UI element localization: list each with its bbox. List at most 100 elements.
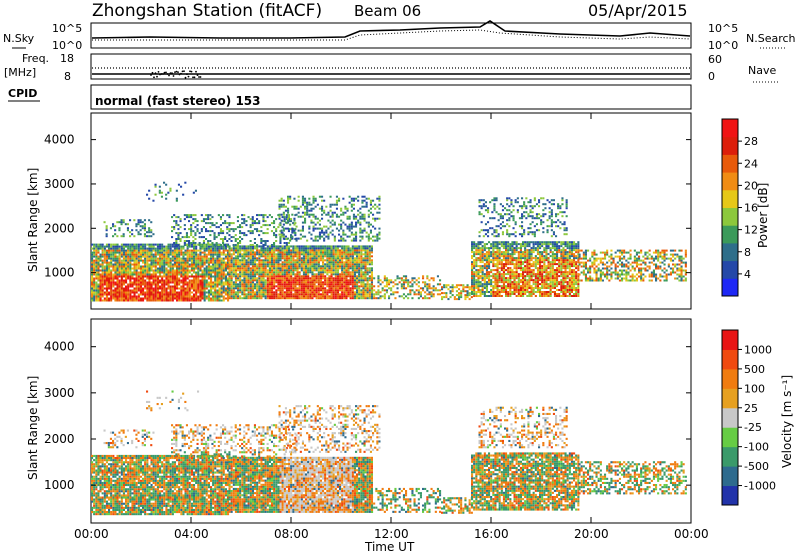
echo-cell [405,295,408,298]
echo-cell [494,241,497,244]
echo-cell [368,287,371,290]
echo-cell [292,267,295,270]
echo-cell [199,295,202,298]
echo-cell [176,261,179,264]
echo-cell [341,245,344,248]
echo-cell [322,247,325,250]
echo-cell [227,297,230,300]
echo-cell [271,263,274,266]
echo-cell [343,251,346,254]
echo-cell [292,263,295,266]
nave-dip-dot [189,70,191,73]
echo-cell [167,287,170,290]
echo-cell [91,275,94,278]
echo-cell [367,235,370,238]
echo-cell [283,285,286,288]
echo-cell [498,275,501,278]
echo-cell [326,263,329,266]
echo-cell [509,273,512,276]
echo-cell [215,244,218,246]
echo-cell [298,249,301,252]
echo-cell [336,281,339,284]
echo-cell [372,235,375,238]
echo-cell [341,289,344,292]
echo-cell [249,273,252,276]
echo-cell [490,247,493,250]
echo-cell [325,225,328,228]
echo-cell [183,218,186,221]
echo-cell [99,259,102,262]
echo-cell [203,271,206,274]
echo-cell [315,261,318,264]
echo-cell [218,289,221,292]
echo-cell [192,242,195,244]
echo-cell [182,267,185,270]
echo-cell [360,291,363,294]
echo-cell [502,291,505,293]
echo-cell [129,277,132,280]
echo-cell [471,283,474,286]
echo-cell [349,271,352,274]
echo-cell [245,267,248,270]
echo-cell [101,265,104,268]
echo-cell [319,297,322,300]
echo-cell [133,295,136,298]
echo-cell [468,288,471,291]
echo-cell [488,253,491,256]
echo-cell [323,237,326,240]
echo-cell [176,277,179,280]
echo-cell [176,249,179,252]
echo-cell [110,269,113,272]
echo-cell [415,283,418,286]
echo-cell [144,255,147,258]
echo-cell [127,285,130,288]
echo-cell [122,269,125,272]
echo-cell [177,216,180,219]
echo-cell [356,287,359,290]
echo-cell [167,245,170,248]
echo-cell [322,291,325,294]
nsearch-tick-top: 10^5 [708,22,738,35]
echo-cell [415,289,418,292]
echo-cell [301,199,304,202]
echo-cell [304,205,307,208]
echo-cell [260,289,263,292]
echo-cell [294,295,297,298]
echo-cell [171,267,174,270]
echo-cell [356,275,359,278]
echo-cell [203,281,206,284]
echo-cell [301,195,304,198]
echo-cell [309,247,312,250]
echo-cell [137,249,140,252]
echo-cell [268,287,271,290]
echo-cell [339,277,342,280]
echo-cell [222,297,225,300]
echo-cell [152,287,155,290]
echo-cell [324,279,327,282]
echo-cell [295,207,298,210]
echo-cell [152,259,155,262]
echo-cell [351,261,354,264]
echo-cell [144,269,147,272]
echo-cell [222,269,225,272]
echo-cell [470,296,473,299]
echo-cell [114,281,117,284]
echo-cell [377,277,380,280]
echo-cell [311,253,314,256]
echo-cell [173,287,176,290]
echo-cell [188,281,191,284]
echo-cell [205,267,208,270]
echo-cell [193,247,196,250]
echo-cell [428,283,431,286]
echo-cell [112,283,115,286]
echo-cell [264,269,267,272]
echo-cell [330,261,333,264]
echo-cell [477,291,480,293]
echo-cell [475,247,478,250]
echo-cell [479,295,482,297]
echo-cell [507,269,510,272]
echo-cell [305,297,308,300]
echo-cell [159,249,162,252]
echo-cell [287,230,290,233]
echo-cell [99,253,102,256]
